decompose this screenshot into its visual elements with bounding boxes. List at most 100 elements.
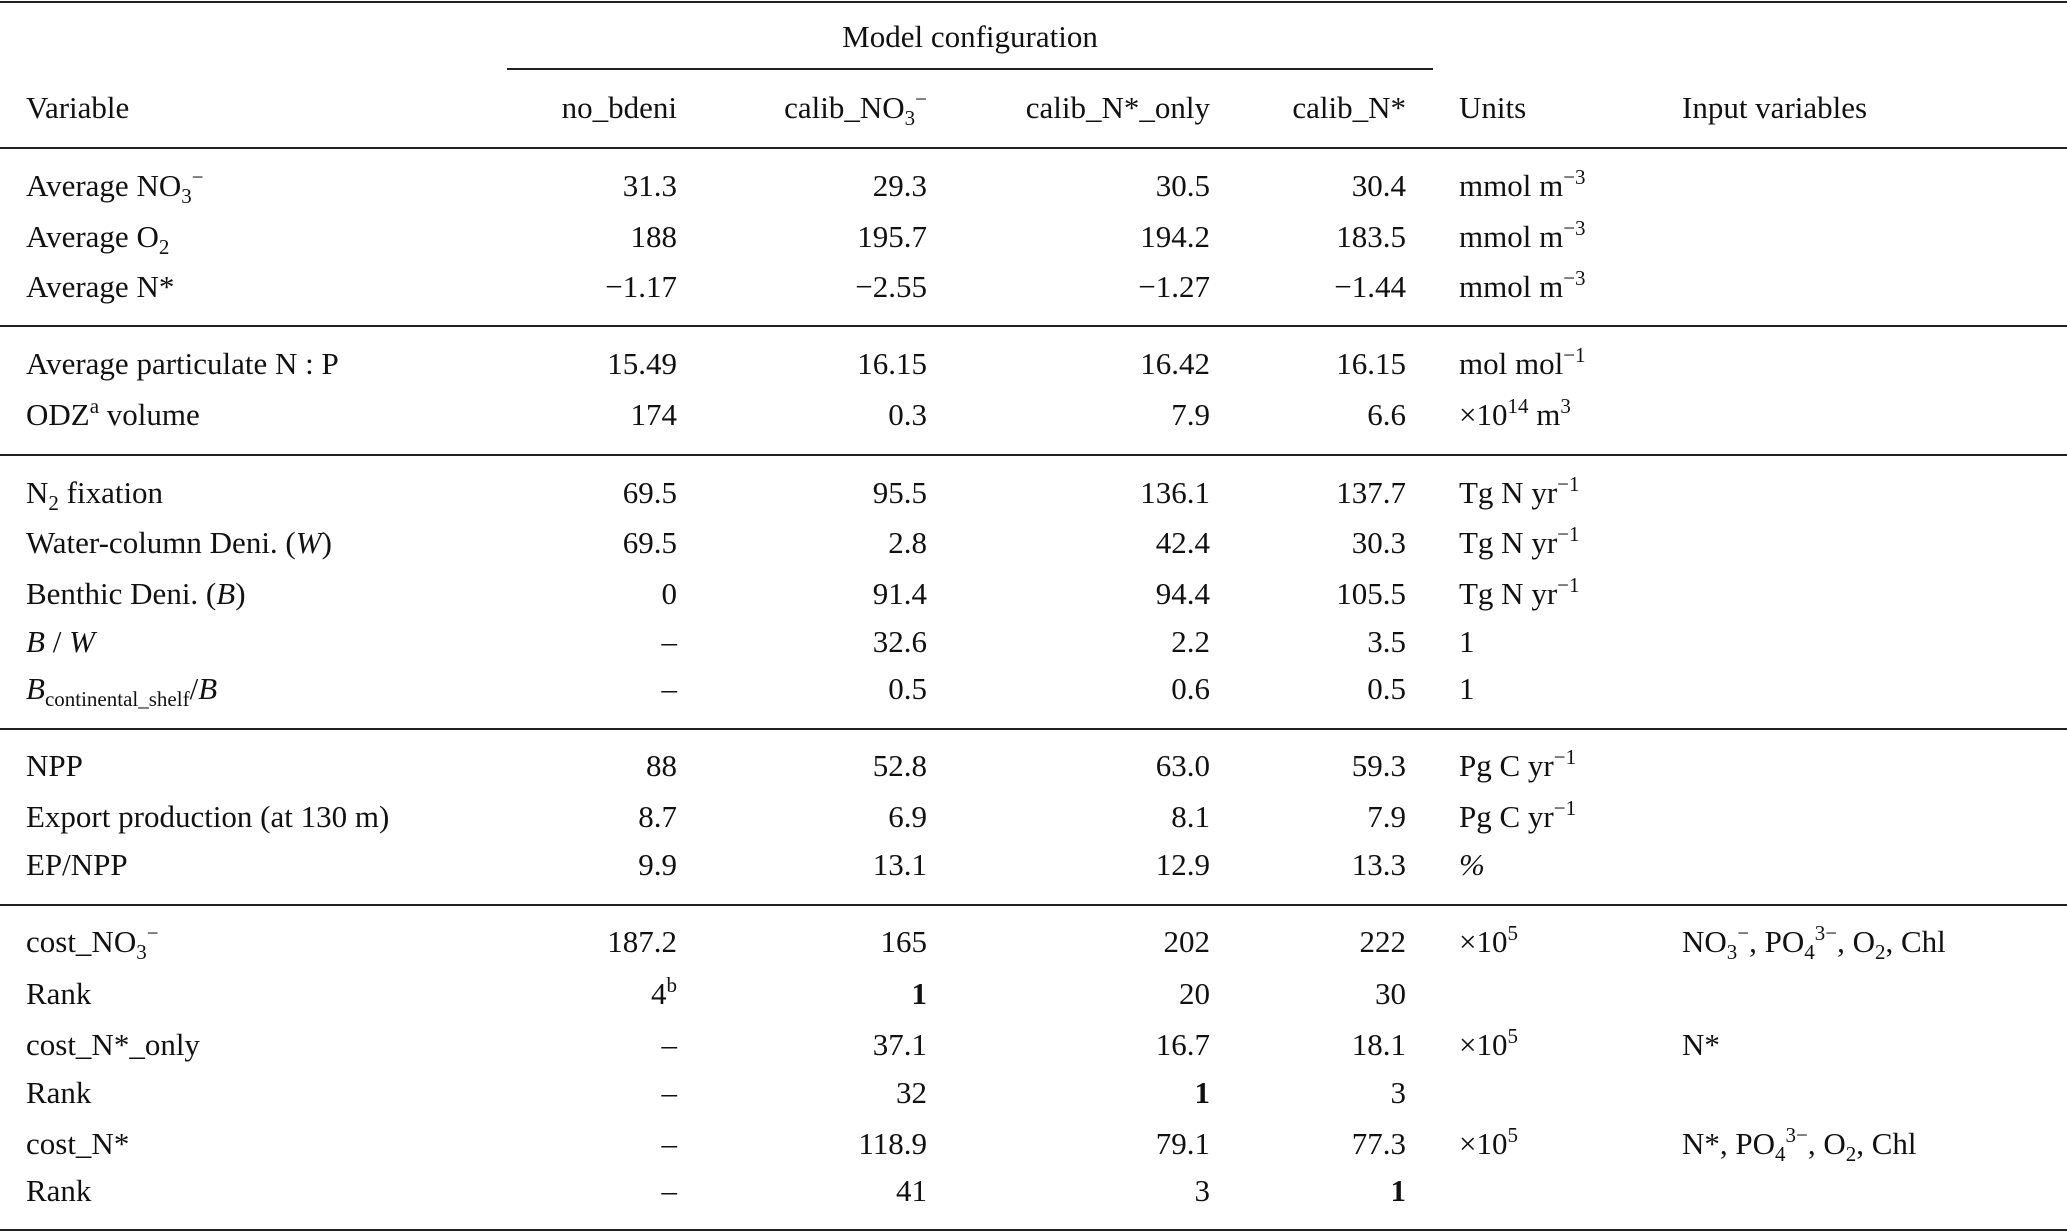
- cell-no-bdeni: –: [417, 1124, 678, 1164]
- text-segment: 6.6: [1367, 397, 1406, 432]
- text-segment: −1: [1557, 472, 1580, 496]
- text-segment: −2.55: [855, 269, 927, 304]
- text-segment: 183.5: [1336, 219, 1406, 254]
- column-header-units: Units: [1459, 88, 1526, 128]
- text-segment: 6.9: [888, 799, 927, 834]
- cell-calib-nstar-only: 136.1: [950, 473, 1210, 513]
- text-segment: −3: [1563, 266, 1586, 290]
- text-segment: 3: [904, 106, 916, 130]
- cell-no-bdeni: 4b: [417, 974, 677, 1014]
- text-segment: Tg N yr: [1459, 525, 1558, 560]
- cell-units: %: [1459, 845, 1485, 885]
- text-segment: 0.5: [888, 671, 927, 706]
- cell-calib-no3: 95.5: [667, 473, 927, 513]
- text-segment: 8.1: [1171, 799, 1210, 834]
- cell-calib-nstar: −1.44: [1146, 267, 1406, 307]
- cell-calib-nstar: 59.3: [1146, 746, 1406, 786]
- text-segment: 95.5: [872, 475, 927, 510]
- text-segment: 14: [1507, 394, 1529, 418]
- row-label: Benthic Deni. (B): [26, 574, 246, 614]
- group-separator-rule: [0, 728, 2067, 730]
- text-segment: volume: [99, 397, 200, 432]
- text-segment: B: [26, 671, 45, 706]
- cell-calib-no3: −2.55: [667, 267, 927, 307]
- cell-units: ×105: [1459, 1124, 1518, 1164]
- text-segment: 3: [1194, 1173, 1211, 1208]
- cell-no-bdeni: 15.49: [417, 344, 677, 384]
- text-segment: 2.8: [888, 525, 927, 560]
- text-segment: 3: [1390, 1075, 1407, 1110]
- text-segment: mmol m: [1459, 219, 1564, 254]
- text-segment: 59.3: [1351, 748, 1406, 783]
- cell-calib-nstar-only: 3: [950, 1171, 1211, 1211]
- text-segment: 30.5: [1155, 168, 1210, 203]
- cell-calib-nstar-only: 94.4: [950, 574, 1210, 614]
- cell-calib-nstar-only: 202: [950, 922, 1211, 962]
- text-segment: 165: [880, 924, 928, 959]
- cell-calib-no3: 32.6: [667, 622, 927, 662]
- cell-calib-nstar: 30: [1146, 974, 1406, 1014]
- row-label: Bcontinental_shelf/B: [26, 669, 217, 711]
- text-segment: Average O: [26, 219, 159, 254]
- text-segment: 13.3: [1351, 847, 1406, 882]
- cell-units: ×105: [1459, 922, 1518, 962]
- text-segment: Average NO: [26, 168, 182, 203]
- text-segment: 3: [181, 184, 192, 208]
- text-segment: cost_N*_only: [26, 1027, 200, 1062]
- cell-calib-nstar-only: 7.9: [950, 395, 1210, 435]
- text-segment: 88: [646, 748, 677, 783]
- cell-calib-nstar-only: −1.27: [950, 267, 1210, 307]
- cell-calib-no3: 52.8: [667, 746, 927, 786]
- cell-units: ×105: [1459, 1025, 1518, 1065]
- text-segment: Pg C yr: [1459, 799, 1554, 834]
- text-segment: , Chl: [1885, 924, 1946, 959]
- cell-calib-no3: 165: [667, 922, 928, 962]
- text-segment: 32.6: [872, 624, 927, 659]
- cell-units: mmol m−3: [1459, 217, 1586, 257]
- text-segment: 3.5: [1367, 624, 1406, 659]
- text-segment: continental_shelf: [44, 687, 190, 711]
- cell-calib-no3: 37.1: [667, 1025, 927, 1065]
- text-segment: 137.7: [1336, 475, 1406, 510]
- text-segment: 136.1: [1140, 475, 1210, 510]
- text-segment: Average particulate N : P: [26, 346, 339, 381]
- bottom-rule: [0, 1229, 2067, 1231]
- text-segment: 1: [1459, 624, 1475, 659]
- text-segment: 69.5: [622, 475, 677, 510]
- text-segment: 32: [896, 1075, 927, 1110]
- cell-calib-nstar-only: 12.9: [950, 845, 1210, 885]
- cell-calib-nstar: 1: [1146, 1171, 1407, 1211]
- text-segment: B: [26, 624, 45, 659]
- cell-calib-no3: 2.8: [667, 523, 927, 563]
- text-segment: 3: [1560, 394, 1571, 418]
- text-segment: Export production (at 130 m): [26, 799, 390, 834]
- row-label: N2 fixation: [26, 473, 163, 514]
- text-segment: N*: [1682, 1027, 1720, 1062]
- row-label: NPP: [26, 746, 83, 786]
- text-segment: –: [661, 1075, 678, 1110]
- text-segment: 5: [1507, 921, 1518, 945]
- text-segment: no_bdeni: [561, 90, 677, 125]
- cell-units: ×1014 m3: [1459, 395, 1571, 435]
- text-segment: 187.2: [607, 924, 677, 959]
- cell-calib-nstar-only: 63.0: [950, 746, 1210, 786]
- cell-no-bdeni: 9.9: [417, 845, 677, 885]
- text-segment: ): [235, 576, 246, 611]
- top-rule: [0, 1, 2067, 3]
- cell-calib-no3: 32: [667, 1073, 927, 1113]
- group-header-model-configuration: Model configuration: [842, 19, 1098, 54]
- row-label: B / W: [26, 622, 95, 662]
- text-segment: 1: [1390, 1173, 1407, 1208]
- cell-input-variables: N*, PO43−, O2, Chl: [1682, 1124, 1917, 1166]
- text-segment: ODZ: [26, 397, 90, 432]
- column-header-calib-nstar-only: calib_N*_only: [950, 88, 1210, 128]
- cell-calib-no3: 41: [667, 1171, 927, 1211]
- text-segment: 194.2: [1140, 219, 1210, 254]
- row-label: EP/NPP: [26, 845, 128, 885]
- text-segment: 31.3: [622, 168, 677, 203]
- text-segment: 7.9: [1171, 397, 1210, 432]
- text-segment: 4: [1775, 1142, 1786, 1166]
- cell-units: 1: [1459, 669, 1475, 709]
- text-segment: b: [666, 973, 678, 997]
- cell-units: Tg N yr−1: [1459, 574, 1580, 614]
